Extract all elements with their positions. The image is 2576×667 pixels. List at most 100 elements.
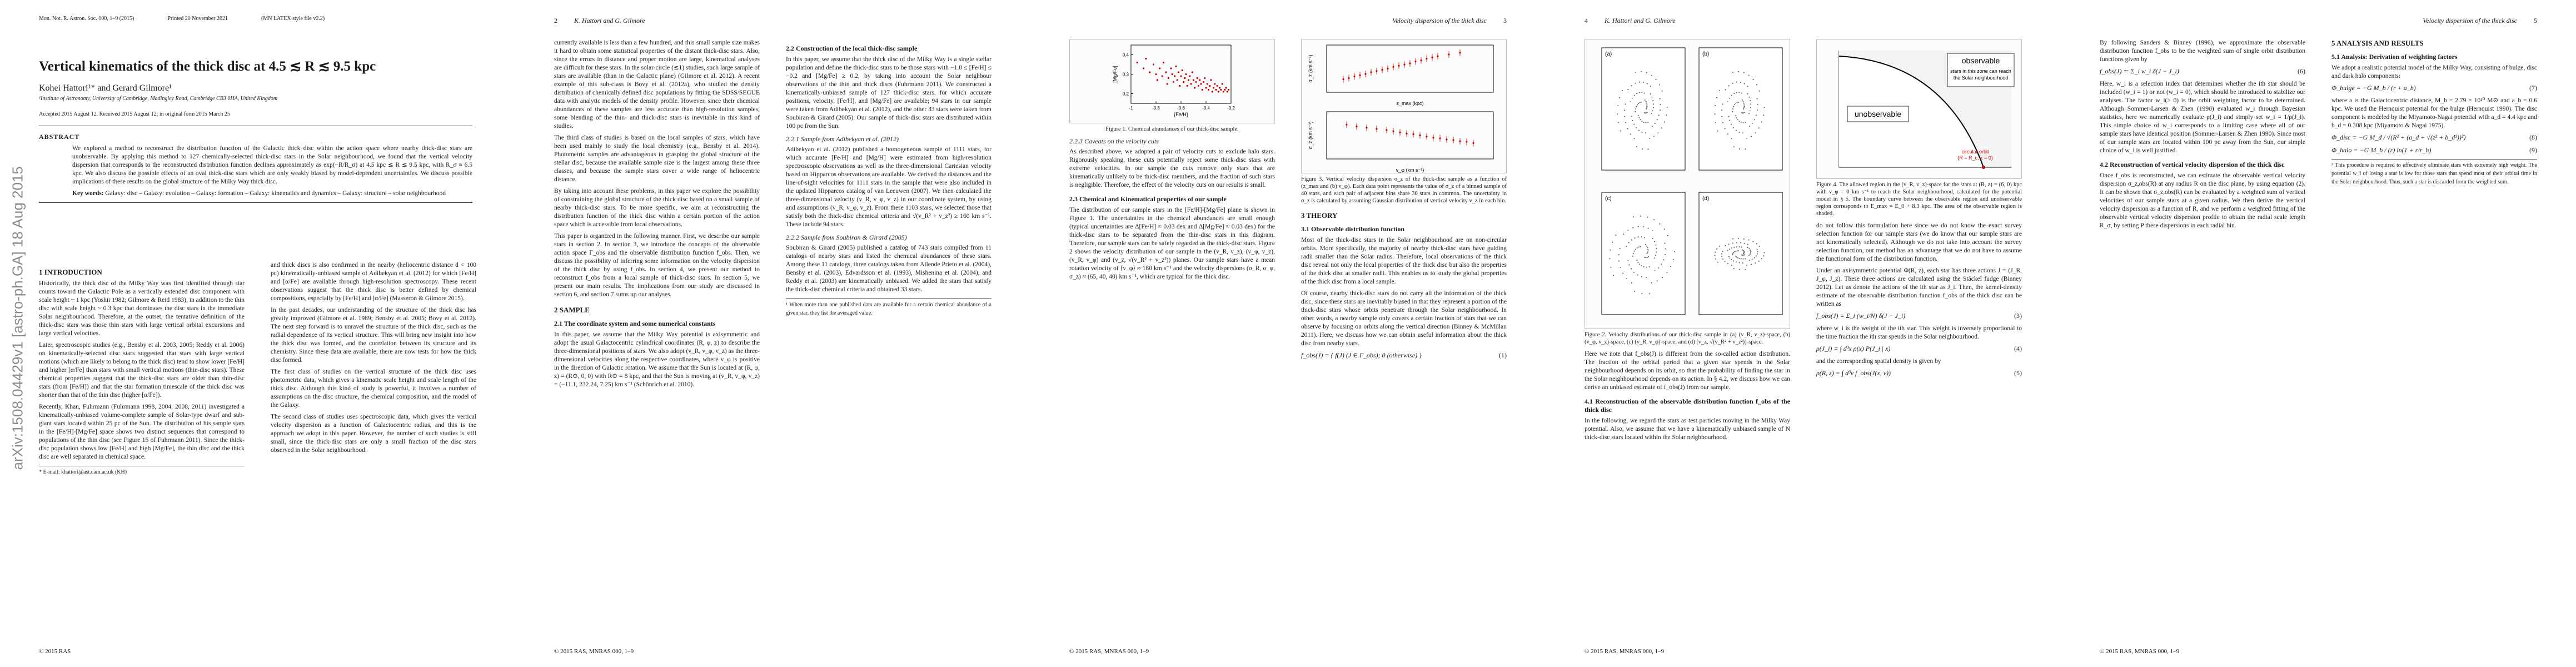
running-title: K. Hattori and G. Gilmore (1605, 17, 1676, 24)
data-point (1667, 235, 1668, 236)
equation-6: f_obs(J) ≃ Σ_i w_i δ(J − J_i) (6) (2100, 67, 2305, 76)
data-point (1758, 246, 1760, 247)
data-point (1174, 75, 1176, 77)
data-point (1647, 216, 1648, 218)
data-point (1194, 87, 1196, 89)
data-point (1756, 98, 1758, 99)
data-point (1747, 86, 1748, 87)
data-point (1631, 116, 1632, 117)
page2-column-right: 2.2 Construction of the local thick-disc… (786, 39, 991, 317)
data-point (1643, 112, 1645, 113)
data-point (1645, 132, 1646, 134)
data-point (1207, 88, 1210, 91)
data-point (1636, 146, 1637, 148)
data-point (1756, 109, 1758, 111)
data-point (1220, 88, 1222, 91)
paragraph: Under an axisymmetric potential Φ(R, z),… (1816, 267, 2022, 307)
data-point (1745, 121, 1746, 123)
data-point (1633, 216, 1635, 218)
data-point (1736, 250, 1738, 252)
data-point (1750, 251, 1752, 252)
footnote: ³ This procedure is required to effectiv… (2331, 159, 2537, 186)
data-point (1206, 83, 1208, 85)
data-point (1650, 93, 1651, 94)
data-point (1653, 103, 1655, 105)
data-point (1200, 83, 1202, 85)
data-point (1758, 127, 1760, 129)
data-point (1214, 83, 1216, 85)
equation-5: ρ(R, z) = ∫ d³v f_obs(J(x, v)) (5) (1816, 369, 2022, 377)
data-point (1740, 121, 1742, 123)
data-point (1731, 94, 1732, 96)
data-point (1763, 107, 1765, 108)
data-point (1647, 247, 1648, 248)
data-point (1736, 246, 1737, 248)
data-point (1641, 236, 1642, 238)
data-point (1652, 110, 1653, 112)
data-point (1733, 127, 1734, 128)
equation-1: f_obs(J) = { f(J) (J ∈ Γ_obs); 0 (otherw… (1301, 351, 1507, 360)
equation-number: (8) (2529, 133, 2537, 141)
data-point (1728, 243, 1730, 245)
data-point (1741, 92, 1742, 94)
y-tick-label: 0.2 (1123, 92, 1129, 97)
data-point (1641, 276, 1642, 277)
figure-4: observable stars in this zone can reach … (1816, 39, 2022, 179)
data-point (1610, 266, 1612, 268)
running-head: Velocity dispersion of the thick disc 5 (2100, 17, 2537, 25)
data-point (1644, 237, 1646, 238)
data-point (1655, 245, 1657, 246)
data-point (1646, 245, 1648, 247)
data-point (1620, 266, 1621, 268)
data-point (1738, 262, 1740, 263)
equation-text: f_obs(J) ≃ Σ_i w_i δ(J − J_i) (2100, 67, 2179, 75)
data-point (1743, 104, 1745, 106)
data-point (1742, 262, 1743, 264)
data-point (1731, 265, 1732, 266)
paragraph: The first class of studies on the vertic… (271, 369, 476, 409)
data-point (1735, 130, 1737, 131)
data-point (1670, 266, 1672, 267)
data-point (1156, 79, 1158, 81)
copyright: © 2015 RAS, MNRAS 000, 1–9 (554, 648, 634, 655)
data-point (1632, 253, 1634, 254)
data-point (1757, 251, 1758, 252)
data-point (1180, 75, 1182, 77)
running-title: Velocity dispersion of the thick disc (2423, 17, 2517, 24)
data-point (1653, 257, 1655, 259)
data-point (1181, 69, 1183, 72)
boundary-curve (1838, 56, 1984, 168)
keywords-text: Galaxy: disc – Galaxy: evolution – Galax… (105, 190, 446, 197)
data-point (1623, 233, 1625, 235)
subsection-heading: 2.3 Chemical and Kinematical properties … (1069, 195, 1227, 203)
y-tick-label: 0.3 (1123, 72, 1129, 77)
figure-3: z_max (kpc) σ_z (km s⁻¹) v_φ (km s⁻¹) σ_z (… (1301, 39, 1507, 173)
affiliation: ¹Institute of Astronomy, University of C… (39, 96, 278, 102)
data-point (1209, 84, 1211, 87)
data-point (1639, 102, 1641, 103)
data-point (1656, 248, 1657, 250)
equation-7: Φ_bulge = −G M_b / (r + a_b) (7) (2331, 84, 2537, 92)
data-point (1742, 122, 1744, 123)
data-point (1657, 132, 1659, 134)
data-point (1722, 251, 1723, 252)
copyright: © 2015 RAS, MNRAS 000, 1–9 (1069, 648, 1149, 655)
data-point (1637, 236, 1639, 238)
data-point (1636, 247, 1638, 248)
paragraph: The distribution of our sample stars in … (1069, 207, 1275, 280)
data-point (1743, 107, 1745, 109)
data-point (1635, 108, 1636, 109)
data-point (1633, 94, 1635, 96)
page-number: 2 (554, 17, 557, 24)
data-point (1639, 263, 1641, 265)
data-point (1735, 250, 1737, 252)
equation-number: (4) (2014, 345, 2022, 352)
data-point (1718, 245, 1720, 247)
data-point (1219, 87, 1221, 89)
paragraph: Adibekyan et al. (2012) published a homo… (786, 146, 991, 228)
data-point (1657, 267, 1659, 269)
subsubsection-heading: 2.2.2 Sample from Soubiran & Girard (200… (786, 233, 907, 241)
panel-frame (1698, 192, 1783, 315)
data-point (1202, 81, 1205, 83)
data-point (1211, 91, 1213, 93)
